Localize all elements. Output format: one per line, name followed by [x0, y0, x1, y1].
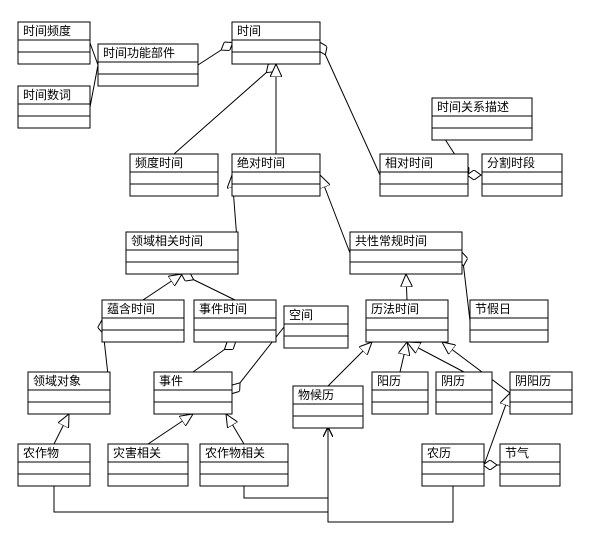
node-label: 事件 [159, 374, 183, 388]
node-label: 时间功能部件 [103, 45, 175, 60]
node-label: 领域对象 [33, 374, 81, 388]
node-disaster: 灾害相关 [108, 444, 188, 486]
edge-calendar_time-common_time [406, 274, 407, 300]
node-label: 共性常规时间 [355, 233, 427, 248]
diagram-canvas: 时间 时间频度时间数词 时间功能部件频度时间 绝对时间 相对时间 时间关系描述分割时段领域… [0, 0, 595, 557]
node-label: 物候历 [298, 388, 334, 402]
node-label: 时间数词 [23, 87, 71, 102]
node-time_freq: 时间频度 [18, 22, 90, 64]
edge-time_func-time [198, 43, 232, 65]
node-label: 节假日 [475, 302, 511, 316]
node-time_func: 时间功能部件 [98, 44, 198, 86]
edge-time_num-time_func [90, 65, 98, 107]
node-label: 空间 [289, 308, 313, 322]
edge-disaster-event [148, 414, 193, 444]
node-label: 灾害相关 [113, 445, 161, 460]
edge-event-event_time [193, 342, 235, 372]
node-label: 阴历 [441, 374, 465, 388]
node-seg_period: 分割时段 [482, 154, 562, 196]
node-phenology: 物候历 [293, 386, 363, 428]
node-time: 时间 [232, 22, 320, 64]
node-domain_obj: 领域对象 [28, 372, 110, 414]
edge-crop-domain_obj [54, 414, 69, 444]
node-label: 节气 [505, 445, 529, 460]
edge-time_freq-time_func [90, 43, 98, 65]
node-agri_cal: 农历 [422, 444, 484, 486]
node-label: 时间 [237, 24, 261, 38]
node-label: 相对时间 [385, 156, 433, 170]
node-event: 事件 [154, 372, 232, 414]
node-label: 阳历 [377, 374, 401, 388]
node-lunisolar: 阴阳历 [510, 372, 572, 414]
node-lunar_cal: 阴历 [436, 372, 492, 414]
edge-holiday-common_time [462, 253, 470, 321]
edge-crop_related-event [226, 414, 244, 444]
node-crop: 农作物 [18, 444, 90, 486]
edge-implied_time-domain_time [143, 274, 182, 300]
edge-phenology-calendar_time [328, 342, 372, 386]
edge-event_time-domain_time [182, 274, 235, 300]
node-abs_time: 绝对时间 [232, 154, 320, 196]
node-label: 蕴含时间 [107, 301, 155, 316]
node-time_rel_desc: 时间关系描述 [432, 98, 532, 140]
node-holiday: 节假日 [470, 300, 548, 342]
node-label: 频度时间 [135, 155, 183, 170]
node-label: 时间频度 [23, 23, 71, 38]
node-calendar_time: 历法时间 [366, 300, 448, 342]
node-label: 历法时间 [371, 302, 419, 316]
edge-rel_time-time [320, 43, 380, 175]
node-rel_time: 相对时间 [380, 154, 468, 196]
node-solar_term: 节气 [500, 444, 560, 486]
node-space: 空间 [284, 306, 348, 348]
node-freq_time: 频度时间 [130, 154, 218, 196]
edge-lunar_cal-calendar_time [407, 342, 464, 372]
node-label: 农历 [427, 446, 451, 460]
node-solar_cal: 阳历 [372, 372, 428, 414]
node-label: 时间关系描述 [437, 100, 509, 114]
node-implied_time: 蕴含时间 [102, 300, 184, 342]
node-time_num: 时间数词 [18, 86, 90, 128]
edge-common_time-abs_time [320, 175, 350, 253]
node-label: 阴阳历 [515, 374, 551, 388]
node-common_time: 共性常规时间 [350, 232, 462, 274]
edge-solar_cal-calendar_time [400, 342, 407, 372]
node-domain_time: 领域相关时间 [126, 232, 238, 274]
node-label: 绝对时间 [237, 155, 285, 170]
node-label: 农作物 [23, 446, 59, 460]
node-label: 事件时间 [199, 302, 247, 316]
node-crop_related: 农作物相关 [200, 444, 288, 486]
node-label: 分割时段 [487, 155, 535, 170]
node-event_time: 事件时间 [194, 300, 276, 342]
node-label: 领域相关时间 [131, 234, 203, 248]
node-label: 农作物相关 [205, 446, 265, 460]
